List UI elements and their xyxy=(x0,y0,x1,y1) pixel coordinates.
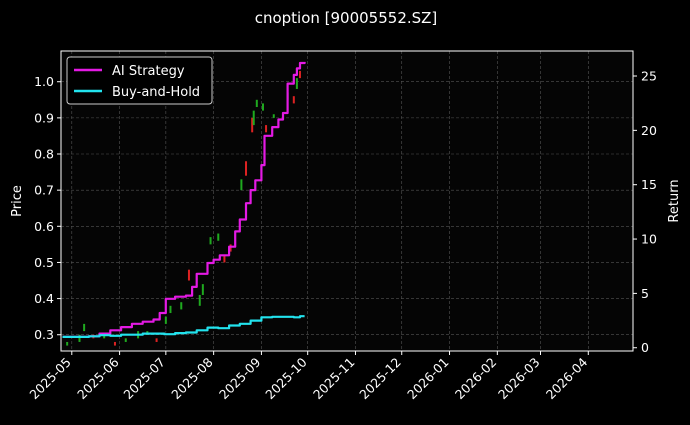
legend: AI Strategy Buy-and-Hold xyxy=(66,56,213,105)
candlestick xyxy=(240,179,243,191)
y-tick-label-right: 25 xyxy=(641,69,657,84)
candlestick xyxy=(223,255,226,263)
axes-frame xyxy=(60,50,634,352)
candlestick xyxy=(83,323,86,332)
candlestick xyxy=(251,117,254,133)
candlestick xyxy=(245,161,248,176)
y-tick-label-left: 0.4 xyxy=(34,291,54,306)
series-line-ai-strategy xyxy=(62,61,306,338)
candlestick xyxy=(217,233,220,241)
y-tick-label-left: 0.7 xyxy=(34,183,54,198)
y-axis-left: 0.3 0.4 0.5 0.6 0.7 0.8 0.9 1.0 xyxy=(34,74,61,342)
y-axis-right: 0 5 10 15 20 25 xyxy=(633,69,657,355)
candlestick xyxy=(180,302,183,310)
y-tick-label-left: 0.6 xyxy=(34,219,54,234)
candlestick xyxy=(272,114,275,118)
series-line-buy-and-hold xyxy=(62,315,305,338)
candlestick xyxy=(103,334,106,339)
legend-label-ai-strategy: AI Strategy xyxy=(112,64,185,79)
y-tick-label-left: 0.3 xyxy=(34,327,54,342)
grid-layer xyxy=(61,51,633,351)
candlestick xyxy=(292,96,295,104)
candlestick xyxy=(261,103,264,111)
y-tick-label-left: 0.5 xyxy=(34,255,54,270)
candlestick xyxy=(169,305,172,314)
candlestick xyxy=(66,341,69,346)
candlestick xyxy=(295,78,298,89)
y-tick-label-right: 20 xyxy=(641,123,657,138)
y-tick-label-right: 5 xyxy=(641,286,649,301)
candlestick xyxy=(187,269,190,281)
y-tick-label-left: 1.0 xyxy=(34,74,54,89)
candlestick xyxy=(164,316,167,324)
candlestick xyxy=(265,125,268,133)
candlestick xyxy=(298,70,301,79)
candlestick xyxy=(155,338,158,342)
y-axis-label-price: Price xyxy=(10,185,25,217)
y-axis-label-return: Return xyxy=(667,179,682,222)
chart-title: cnoption [90005552.SZ] xyxy=(255,9,438,27)
candlestick xyxy=(124,338,127,342)
y-tick-label-left: 0.9 xyxy=(34,110,54,125)
candlestick xyxy=(198,294,201,306)
candlestick xyxy=(209,237,212,245)
candlestick xyxy=(78,334,81,342)
candlestick xyxy=(255,99,258,108)
candlestick xyxy=(252,110,255,126)
legend-box xyxy=(66,56,213,105)
y-tick-label-left: 0.8 xyxy=(34,147,54,162)
y-tick-label-right: 15 xyxy=(641,177,657,192)
series-layer xyxy=(62,61,306,338)
candlestick xyxy=(113,341,116,346)
legend-label-buy-and-hold: Buy-and-Hold xyxy=(112,85,200,100)
candlestick xyxy=(229,244,232,252)
y-tick-label-right: 10 xyxy=(641,232,657,247)
y-tick-label-right: 0 xyxy=(641,340,649,355)
candlestick xyxy=(201,284,204,295)
